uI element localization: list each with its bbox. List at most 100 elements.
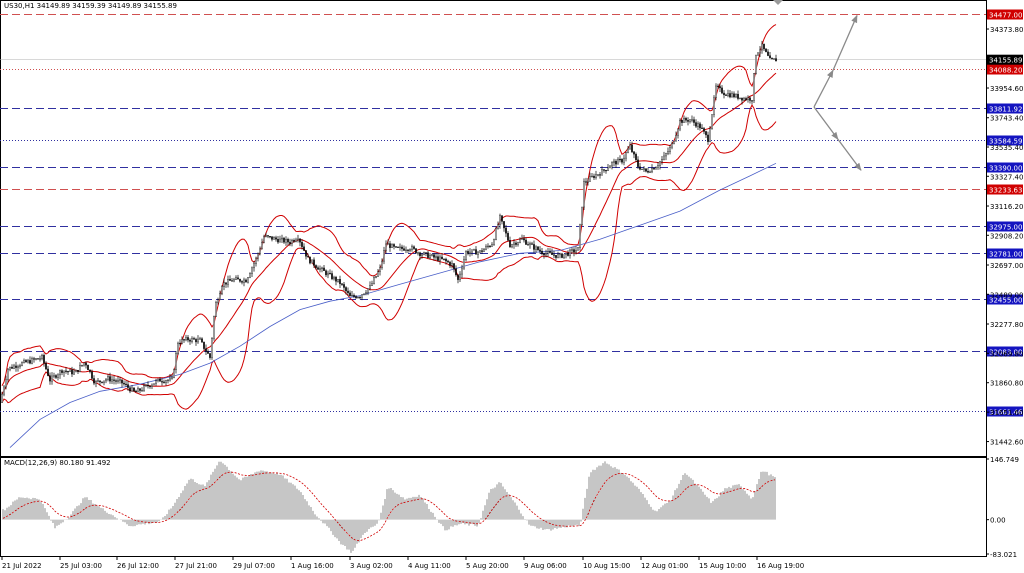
candle-body [653,168,655,170]
candle-body [531,243,533,245]
candle-body [577,247,579,251]
candle-body [603,169,605,171]
y-tick-label-7: 32908.20 [990,232,1023,240]
candle-body [269,236,271,238]
horizontal-levels [0,14,986,412]
candle-body [679,120,681,130]
candle-body [67,371,69,373]
candle-body [461,267,463,275]
candle-body [501,215,503,222]
candle-body [605,169,607,172]
main-frame [0,0,987,457]
candle-body [133,387,135,392]
projection-arrow-1 [832,14,858,71]
candle-body [309,256,311,264]
y-tick-label-3: 33743.40 [990,115,1023,123]
candle-body [533,244,535,250]
candle-body [233,279,235,282]
candle-body [427,252,429,258]
candle-body [213,316,215,339]
candle-body [331,273,333,280]
candle-body [257,253,259,259]
candle-body [159,378,161,382]
candle-body [117,379,119,382]
candle-body [61,370,63,373]
level-tag-label-0: 34477.00 [989,12,1022,20]
y-tick-label-9: 32489.00 [990,291,1023,299]
candle-body [675,135,677,142]
candle-body [85,362,87,366]
candle-body [377,271,379,277]
candle-body [447,260,449,263]
candle-body [275,237,277,240]
candle-body [171,377,173,379]
candle-body [87,364,89,371]
candle-body [239,278,241,282]
candle-body [549,251,551,253]
bollinger-lower [1,104,777,410]
candle-body [131,387,133,392]
candle-body [681,120,683,123]
candle-body [369,285,371,289]
level-tag-label-2: 33811.92 [989,106,1022,114]
candle-body [345,287,347,292]
candle-body [563,254,565,258]
x-tick-label-6: 3 Aug 02:00 [350,562,393,570]
candle-body [271,236,273,240]
candle-body [25,360,27,363]
candle-body [223,282,225,287]
x-tick-label-0: 21 Jul 2022 [2,562,42,570]
x-tick-label-13: 16 Aug 19:00 [757,562,804,570]
candle-body [337,279,339,282]
candle-body [215,302,217,317]
level-tag-0 [987,9,1023,20]
level-tag-1 [987,64,1023,75]
candle-body [177,342,179,354]
candle-body [379,267,381,272]
moving-average [9,162,777,448]
candle-body [737,93,739,99]
y-tick-label-2: 33954.60 [990,85,1023,93]
candle-body [283,237,285,243]
candle-body [135,390,137,393]
candle-body [697,123,699,127]
projection-arrow-3 [837,138,862,171]
candle-body [465,251,467,260]
candle-body [671,143,673,148]
candle-body [381,260,383,268]
candle-body [359,296,361,299]
candle-body [279,238,281,243]
x-tick-label-3: 27 Jul 21:00 [175,562,217,570]
candle-body [703,128,705,132]
candle-body [209,353,211,358]
candle-body [125,383,127,386]
candle-body [71,369,73,375]
level-tag-9 [987,346,1023,357]
candle-body [639,166,641,170]
level-tag-label-5: 33233.63 [989,187,1022,195]
candle-body [259,248,261,254]
candle-body [241,281,243,283]
candle-body [127,384,129,388]
candle-body [91,371,93,379]
candle-body [763,43,765,50]
y-tick-label-10: 32277.80 [990,321,1023,329]
candle-body [529,243,531,245]
candle-body [307,256,309,258]
candle-body [183,339,185,341]
candle-body [115,380,117,382]
candle-body [415,248,417,254]
candle-body [553,254,555,256]
candle-body [363,293,365,295]
candle-body [661,159,663,162]
candle-body [13,365,15,369]
candle-body [361,294,363,298]
level-tag-8 [987,294,1023,305]
candle-body [627,148,629,153]
candle-body [365,292,367,295]
candle-body [433,254,435,258]
macd-tick-label-0: 146.749 [990,456,1019,464]
candle-body [137,388,139,393]
candle-body [101,381,103,383]
candle-body [735,93,737,98]
